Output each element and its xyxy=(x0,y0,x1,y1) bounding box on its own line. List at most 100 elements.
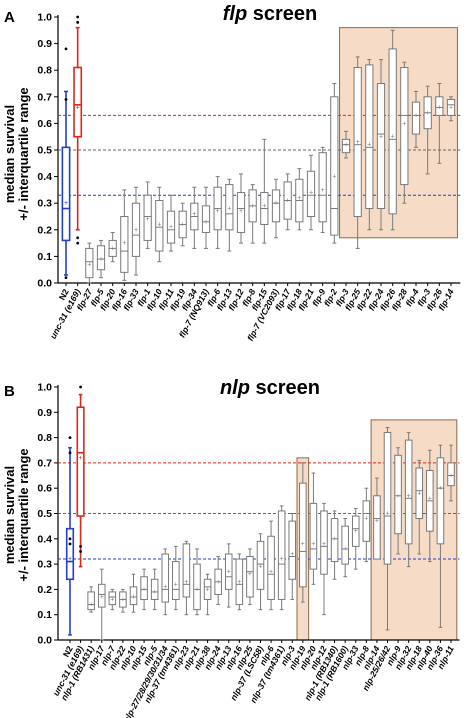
panel-a-mean-marker: + xyxy=(157,221,161,228)
panel-a-y-tick-label: 0.6 xyxy=(37,118,52,130)
panel-a-mean-marker: + xyxy=(414,112,418,119)
panel-b-box xyxy=(299,482,307,588)
panel-b-box xyxy=(129,586,138,606)
panel-b-box xyxy=(193,563,201,611)
panel-b-box xyxy=(203,578,212,601)
panel-a-y-tick-label: 0.7 xyxy=(37,91,52,103)
panel-b-box xyxy=(108,591,117,606)
panel-b-mean-marker: + xyxy=(375,518,379,525)
panel-b-box xyxy=(351,515,360,547)
panel-a-outlier-point xyxy=(76,20,80,24)
panel-b-y-tick-label: 0.2 xyxy=(37,584,52,596)
panel-b-outlier-point xyxy=(79,544,82,548)
panel-b-box xyxy=(65,527,75,581)
panel-a-box xyxy=(271,189,281,223)
panel-b-box xyxy=(150,578,159,601)
panel-b-box xyxy=(267,535,275,601)
panel-b-mean-marker: + xyxy=(269,569,273,576)
panel-b-mean-marker: + xyxy=(311,541,315,548)
panel-a-box xyxy=(330,96,339,236)
panel-b-mean-marker: + xyxy=(131,594,135,601)
panel-a-box xyxy=(131,202,141,257)
panel-b-mean-marker: + xyxy=(428,495,432,502)
panel-b-box xyxy=(309,502,318,570)
panel-b-box xyxy=(436,457,445,545)
panel-a-plot: 0.00.10.20.30.40.50.60.70.80.91.0+N2+unc… xyxy=(37,12,461,343)
panel-a-mean-marker: + xyxy=(379,134,383,141)
panel-a-mean-marker: + xyxy=(262,203,266,210)
panel-b-mean-marker: + xyxy=(258,564,262,571)
panel-b-title-italic: nlp xyxy=(220,377,250,399)
panel-b-mean-marker: + xyxy=(248,571,252,578)
panel-b-outlier-point xyxy=(68,537,72,541)
panel-b-mean-marker: + xyxy=(301,541,305,548)
panel-a-y-tick-label: 0.0 xyxy=(37,278,52,290)
panel-a-y-tick-label: 0.9 xyxy=(37,38,52,50)
panel-a-outlier-point xyxy=(64,276,68,280)
panel-b-mean-marker: + xyxy=(280,556,284,563)
panel-a-box xyxy=(61,146,71,242)
panel-a-box xyxy=(388,48,397,215)
panel-a-box xyxy=(400,67,409,186)
panel-a-y-tick-label: 0.4 xyxy=(37,171,52,183)
panel-b-box xyxy=(341,525,349,565)
panel-b-y-tick-label: 0.6 xyxy=(37,483,52,495)
panel-b-mean-marker: + xyxy=(396,493,400,500)
panel-a-box xyxy=(166,210,176,244)
panel-b-mean-marker: + xyxy=(68,556,72,563)
panel-b-box xyxy=(404,439,413,545)
panel-a-box xyxy=(236,192,246,233)
panel-a-mean-marker: + xyxy=(286,198,290,205)
panel-a-mean-marker: + xyxy=(192,211,196,218)
panel-a-mean-marker: + xyxy=(321,187,325,194)
panel-a-x-tick-label: N2 xyxy=(57,287,71,302)
panel-a-mean-marker: + xyxy=(169,224,173,231)
panel-b-box xyxy=(373,495,381,560)
panel-b-y-tick-label: 0.7 xyxy=(37,457,52,469)
panel-a-mean-marker: + xyxy=(309,190,313,197)
panel-a-mean-marker: + xyxy=(391,134,395,141)
panel-b-y-tick-label: 0.5 xyxy=(37,508,52,520)
panel-b-box xyxy=(447,462,455,487)
panel-a-mean-marker: + xyxy=(227,206,231,213)
panel-a-ylabel-line1: median survival xyxy=(2,105,17,203)
panel-a-mean-marker: + xyxy=(251,203,255,210)
panel-b-mean-marker: + xyxy=(79,455,83,462)
panel-b-ylabel-line2: +/- interquartile range xyxy=(16,448,31,581)
panel-a-mean-marker: + xyxy=(274,200,278,207)
panel-b-box xyxy=(76,406,85,517)
panel-b-box xyxy=(320,510,328,575)
panel-b-box xyxy=(172,561,180,601)
panel-a-mean-marker: + xyxy=(344,142,348,149)
panel-b-outlier-point xyxy=(68,436,72,439)
panel-b-box xyxy=(87,591,95,611)
panel-a-mean-marker: + xyxy=(76,104,80,111)
panel-a-mean-marker: + xyxy=(111,245,115,252)
panel-b-mean-marker: + xyxy=(227,569,231,576)
panel-a-mean-marker: + xyxy=(87,261,91,268)
panel-a-mean-marker: + xyxy=(367,142,371,149)
panel-a-box xyxy=(201,205,211,233)
panel-b-ylabel-line1: median survival xyxy=(2,466,17,564)
panel-b-title: nlp screen xyxy=(220,377,320,399)
panel-a-y-tick-label: 0.1 xyxy=(37,251,52,263)
panel-a-mean-marker: + xyxy=(122,240,126,247)
panel-b-box xyxy=(394,454,402,535)
panel-b-label: B xyxy=(4,383,15,400)
panel-b-box xyxy=(161,553,170,603)
panel-b-mean-marker: + xyxy=(206,586,210,593)
panel-a-box xyxy=(318,152,327,223)
panel-b-box xyxy=(140,576,148,601)
panel-b-mean-marker: + xyxy=(195,586,199,593)
panel-b-y-tick-label: 0.1 xyxy=(37,609,52,621)
panel-b-box xyxy=(277,510,286,601)
panel-b-box xyxy=(415,467,424,520)
panel-b-mean-marker: + xyxy=(142,586,146,593)
panel-b-y-tick-label: 0.8 xyxy=(37,432,52,444)
panel-b-title-rest: screen xyxy=(250,377,320,399)
panel-a-mean-marker: + xyxy=(239,208,243,215)
panel-b-y-tick-label: 0.9 xyxy=(37,407,52,419)
panel-a: A flp screen median survival +/- interqu… xyxy=(2,3,461,343)
panel-a-box xyxy=(411,101,421,135)
